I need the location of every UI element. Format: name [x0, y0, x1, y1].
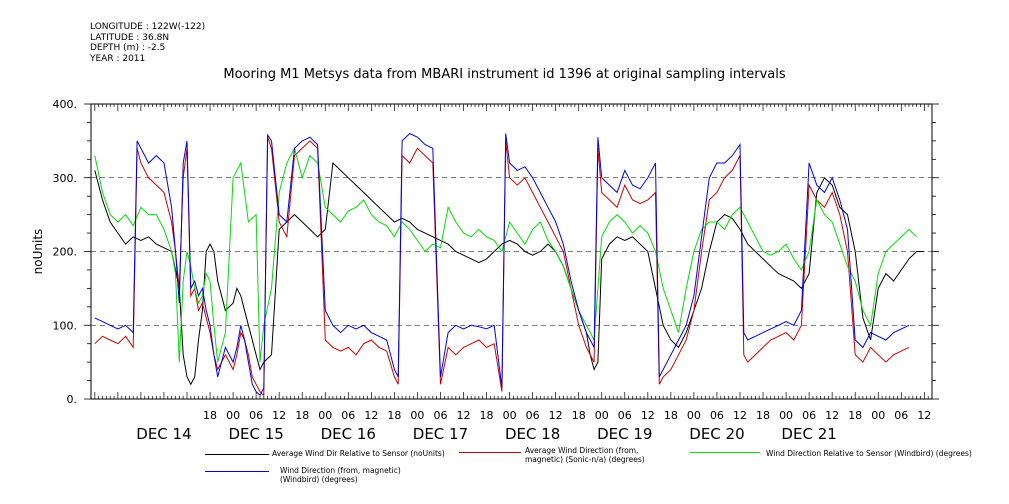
x-day-label: DEC 17	[413, 425, 468, 443]
meta-longitude: LONGITUDE : 122W(-122)	[90, 22, 206, 32]
x-tick-label: 06	[618, 409, 632, 422]
x-tick-label: 18	[756, 409, 770, 422]
y-axis-label: noUnits	[31, 229, 45, 275]
x-tick-label: 00	[687, 409, 701, 422]
x-day-label: DEC 19	[597, 425, 652, 443]
x-tick-label: 00	[410, 409, 424, 422]
meta-depth: DEPTH (m) : -2.5	[90, 43, 166, 53]
x-tick-label: 00	[779, 409, 793, 422]
x-day-label: DEC 14	[136, 425, 191, 443]
x-tick-label: 12	[641, 409, 655, 422]
x-tick-label: 18	[387, 409, 401, 422]
x-day-label: DEC 16	[321, 425, 376, 443]
series-line-1	[94, 161, 925, 386]
x-tick-label: 06	[341, 409, 355, 422]
x-tick-label: 06	[526, 409, 540, 422]
x-day-label: DEC 15	[228, 425, 283, 443]
x-tick-label: 18	[664, 409, 678, 422]
meta-latitude: LATITUDE : 36.8N	[90, 32, 170, 43]
series-line-4	[94, 132, 910, 397]
y-tick-label: 400.	[53, 98, 78, 111]
y-tick-label: 300.	[53, 172, 78, 185]
x-tick-label: 06	[433, 409, 447, 422]
x-tick-label: 18	[295, 409, 309, 422]
x-tick-label: 06	[894, 409, 908, 422]
meta-year: YEAR : 2011	[90, 53, 146, 64]
chart-title: Mooring M1 Metsys data from MBARI instru…	[223, 67, 786, 82]
x-tick-label: 18	[480, 409, 494, 422]
x-tick-label: 00	[503, 409, 517, 422]
x-tick-label: 00	[318, 409, 332, 422]
x-tick-label: 12	[733, 409, 747, 422]
x-tick-label: 06	[249, 409, 263, 422]
y-tick-label: 100.	[53, 319, 78, 332]
x-day-label: DEC 21	[781, 425, 836, 443]
x-day-label: DEC 20	[689, 425, 744, 443]
series-line-3	[94, 146, 917, 363]
x-day-label: DEC 18	[505, 425, 560, 443]
y-tick-label: 0.	[67, 393, 78, 406]
x-tick-label: 12	[917, 409, 931, 422]
x-tick-label: 12	[364, 409, 378, 422]
y-tick-label: 200.	[53, 246, 78, 259]
x-tick-label: 06	[710, 409, 724, 422]
x-tick-label: 18	[848, 409, 862, 422]
x-tick-label: 12	[549, 409, 563, 422]
x-tick-label: 18	[572, 409, 586, 422]
series-line-2	[94, 137, 910, 397]
x-tick-label: 06	[802, 409, 816, 422]
x-tick-label: 18	[203, 409, 217, 422]
x-tick-label: 12	[272, 409, 286, 422]
x-tick-label: 00	[595, 409, 609, 422]
x-tick-label: 00	[871, 409, 885, 422]
metadata-block: LONGITUDE : 122W(-122) LATITUDE : 36.8N …	[90, 22, 205, 64]
x-tick-label: 00	[226, 409, 240, 422]
x-tick-label: 12	[456, 409, 470, 422]
x-tick-label: 12	[825, 409, 839, 422]
